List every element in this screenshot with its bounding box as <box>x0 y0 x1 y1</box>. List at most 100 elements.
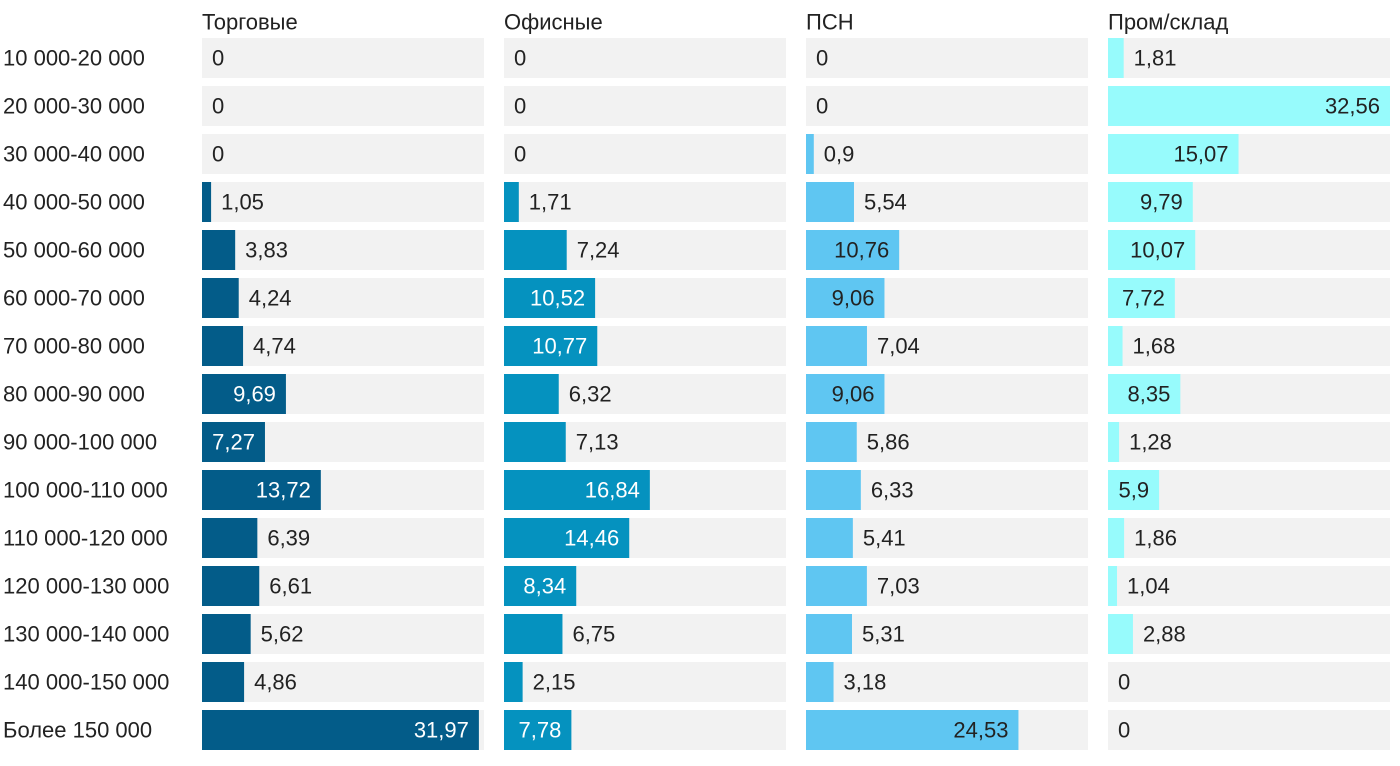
bar-value-label: 7,04 <box>877 334 920 359</box>
bar <box>806 278 885 318</box>
bar-value-label: 0 <box>514 94 526 119</box>
bar <box>806 518 853 558</box>
bar-value-label: 0 <box>816 46 828 71</box>
bar-value-label: 6,32 <box>569 382 612 407</box>
bar-track <box>202 38 484 78</box>
bar <box>806 182 854 222</box>
bar-value-label: 10,52 <box>530 286 585 311</box>
bar-value-label: 1,28 <box>1129 430 1172 455</box>
bar <box>504 326 598 366</box>
bar-value-label: 1,71 <box>529 190 572 215</box>
bar <box>202 182 212 222</box>
bar <box>202 326 244 366</box>
bar-value-label: 24,53 <box>953 718 1008 743</box>
bar-value-label: 7,27 <box>212 430 255 455</box>
panel-title: Торговые <box>202 10 298 35</box>
bar <box>806 710 1019 750</box>
bar-value-label: 0 <box>816 94 828 119</box>
bar-value-label: 0 <box>1118 670 1130 695</box>
bar <box>1108 230 1196 270</box>
bar <box>202 614 251 654</box>
bar-value-label: 8,35 <box>1127 382 1170 407</box>
bar-track <box>202 86 484 126</box>
bar-value-label: 6,75 <box>572 622 615 647</box>
bar <box>202 566 260 606</box>
bar-track <box>504 662 786 702</box>
bar-track <box>806 86 1088 126</box>
row-label: 130 000-140 000 <box>3 622 169 647</box>
bar-value-label: 5,31 <box>862 622 905 647</box>
bar-track <box>202 182 484 222</box>
bar-value-label: 10,07 <box>1130 238 1185 263</box>
bar-value-label: 13,72 <box>256 478 311 503</box>
bar <box>1108 278 1175 318</box>
bar-value-label: 7,13 <box>576 430 619 455</box>
bar-value-label: 6,33 <box>871 478 914 503</box>
bar-track <box>1108 518 1390 558</box>
bar-value-label: 6,61 <box>269 574 312 599</box>
panel-title: Пром/склад <box>1108 10 1228 35</box>
bar-value-label: 6,39 <box>267 526 310 551</box>
bar-value-label: 9,06 <box>832 382 875 407</box>
bar <box>504 470 650 510</box>
row-label: 10 000-20 000 <box>3 46 145 71</box>
bar-value-label: 1,05 <box>221 190 264 215</box>
bar <box>1108 182 1193 222</box>
bar-value-label: 7,24 <box>577 238 620 263</box>
bar-value-label: 1,81 <box>1134 46 1177 71</box>
bar <box>202 662 245 702</box>
bar <box>202 422 265 462</box>
bar-track <box>1108 422 1390 462</box>
row-label: 60 000-70 000 <box>3 286 145 311</box>
bar <box>202 278 239 318</box>
bar-value-label: 0 <box>212 142 224 167</box>
bar-value-label: 0 <box>212 46 224 71</box>
row-label: 80 000-90 000 <box>3 382 145 407</box>
bar <box>504 422 566 462</box>
bar-value-label: 1,04 <box>1127 574 1170 599</box>
bar-value-label: 4,74 <box>253 334 296 359</box>
bar <box>1108 614 1133 654</box>
bar-value-label: 0 <box>514 46 526 71</box>
bar-value-label: 4,86 <box>254 670 297 695</box>
bar-value-label: 31,97 <box>414 718 469 743</box>
bar <box>504 614 563 654</box>
bar-track <box>1108 326 1390 366</box>
bar <box>504 518 630 558</box>
bar-value-label: 0 <box>212 94 224 119</box>
bar <box>202 518 258 558</box>
bar <box>806 566 867 606</box>
bar-value-label: 1,86 <box>1134 526 1177 551</box>
bar <box>806 326 867 366</box>
row-label: 100 000-110 000 <box>3 478 168 503</box>
bar <box>202 230 236 270</box>
bar <box>1108 422 1120 462</box>
bar-value-label: 9,06 <box>832 286 875 311</box>
bar-track <box>806 614 1088 654</box>
row-label: Более 150 000 <box>3 718 152 743</box>
bar-track <box>202 134 484 174</box>
bar <box>1108 134 1239 174</box>
panel-title: Офисные <box>504 10 603 35</box>
bar <box>1108 374 1181 414</box>
bar-track <box>806 134 1088 174</box>
bar <box>1108 566 1118 606</box>
bar-value-label: 1,68 <box>1133 334 1176 359</box>
bar <box>1108 518 1125 558</box>
bar <box>504 182 519 222</box>
bar <box>1108 86 1390 126</box>
bar <box>806 374 885 414</box>
bar-value-label: 5,9 <box>1119 478 1150 503</box>
row-label: 30 000-40 000 <box>3 142 145 167</box>
bar-track <box>806 38 1088 78</box>
bar-value-label: 0 <box>1118 718 1130 743</box>
bar-value-label: 5,86 <box>867 430 910 455</box>
row-label: 90 000-100 000 <box>3 430 157 455</box>
bar-value-label: 14,46 <box>564 526 619 551</box>
bar <box>504 710 572 750</box>
bar <box>202 374 286 414</box>
bar-value-label: 2,15 <box>533 670 576 695</box>
bar-track <box>504 182 786 222</box>
bar-track <box>202 230 484 270</box>
bar-value-label: 5,41 <box>863 526 906 551</box>
